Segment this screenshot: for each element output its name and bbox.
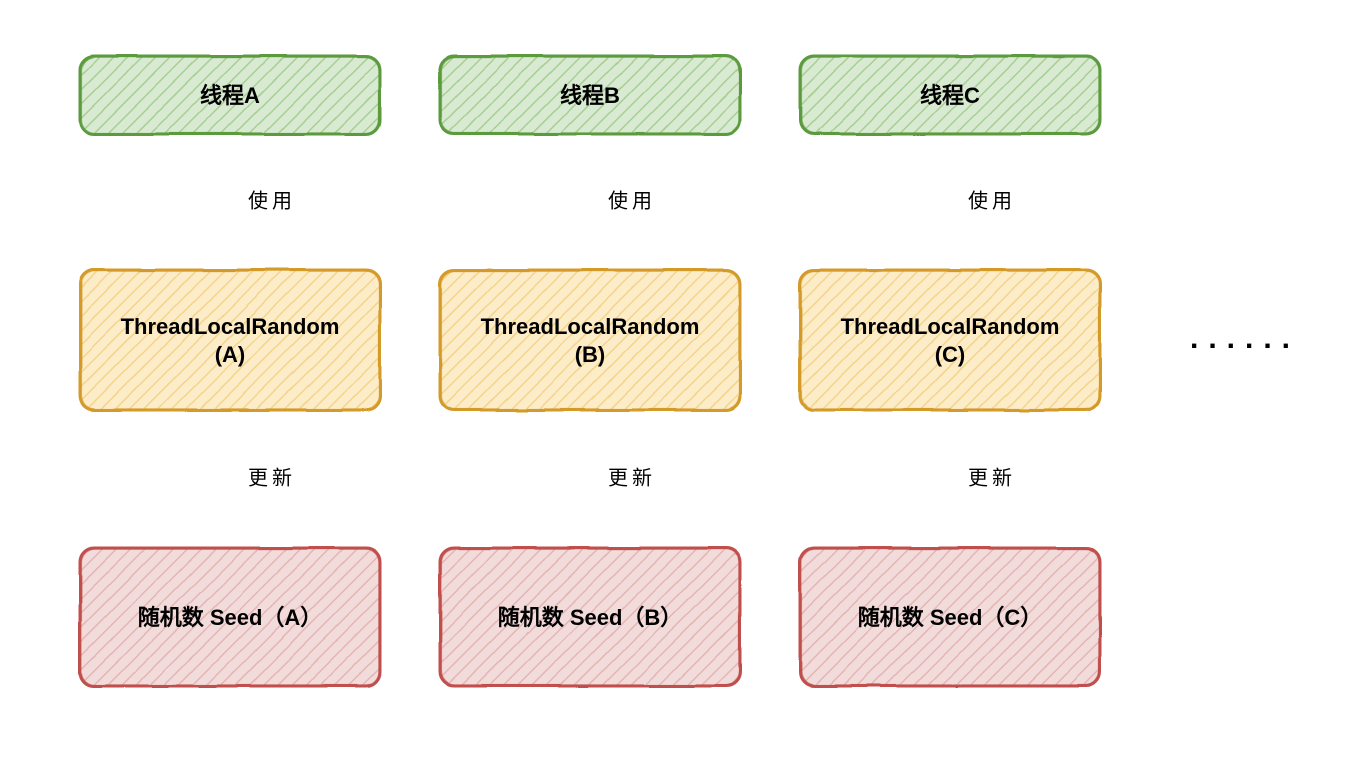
tlr-label1-C: ThreadLocalRandom: [841, 314, 1060, 339]
edge-update-label-A: 更新: [248, 466, 296, 489]
arrow-use-B: [590, 134, 592, 270]
tlr-label2-C: (C): [935, 342, 966, 367]
edge-use-label-C: 使用: [968, 189, 1016, 212]
tlr-box-C: [800, 270, 1100, 410]
tlr-box-A: [80, 270, 380, 410]
thread-label-B: 线程B: [560, 83, 620, 108]
edge-update-label-C: 更新: [968, 466, 1016, 489]
thread-label-C: 线程C: [920, 83, 980, 108]
ellipsis: ......: [1190, 322, 1300, 355]
edge-update-label-B: 更新: [608, 466, 656, 489]
seed-label-A: 随机数 Seed（A）: [138, 605, 323, 630]
tlr-label1-B: ThreadLocalRandom: [481, 314, 700, 339]
arrow-update-B: [590, 410, 592, 548]
thread-label-A: 线程A: [200, 83, 260, 108]
arrow-update-C: [950, 410, 952, 548]
tlr-box-B: [440, 270, 740, 410]
tlr-label2-A: (A): [215, 342, 246, 367]
tlr-label1-A: ThreadLocalRandom: [121, 314, 340, 339]
arrow-use-A: [230, 134, 232, 270]
tlr-label2-B: (B): [575, 342, 606, 367]
seed-label-C: 随机数 Seed（C）: [858, 605, 1043, 630]
seed-label-B: 随机数 Seed（B）: [498, 605, 683, 630]
arrow-update-A: [230, 410, 232, 548]
arrow-use-C: [950, 134, 952, 270]
edge-use-label-B: 使用: [608, 189, 656, 212]
edge-use-label-A: 使用: [248, 189, 296, 212]
diagram-canvas: 线程A 使用 ThreadLocalRandom (A) 更新随机数 Seed（A） 线程…: [0, 0, 1358, 764]
